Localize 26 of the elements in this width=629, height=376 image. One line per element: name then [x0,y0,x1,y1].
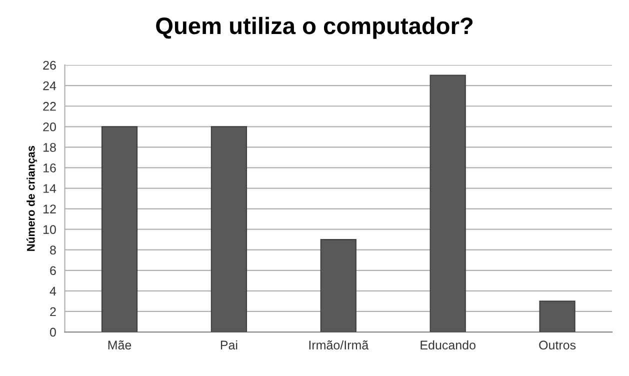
y-tick-label: 2 [50,307,56,316]
y-tick-label: 4 [50,286,56,296]
x-tick-label: Mãe [108,340,132,350]
bar [210,126,248,332]
x-tick-label: Pai [220,340,238,350]
y-tick-label: 26 [43,60,56,70]
x-tick-label: Irmão/Irmã [309,340,369,350]
chart-title: Quem utiliza o computador? [156,16,473,39]
y-tick-label: 0 [50,328,56,337]
x-tick-label: Outros [539,340,576,350]
y-tick-label: 14 [44,184,56,193]
y-axis-title: Número de crianças [26,146,37,251]
y-tick-label: 20 [43,122,56,132]
y-tick-label: 22 [43,102,56,111]
y-tick-label: 24 [43,81,56,90]
y-tick-label: 10 [44,225,56,234]
y-tick-label: 8 [50,246,56,255]
y-tick-label: 6 [50,266,56,276]
y-tick-label: 12 [44,204,56,214]
y-tick-label: 18 [44,142,56,152]
bar [430,74,466,332]
bar [101,126,138,332]
bar [320,239,356,332]
x-tick-label: Educando [420,340,476,350]
bar [539,300,576,332]
y-tick-label: 16 [44,164,56,172]
